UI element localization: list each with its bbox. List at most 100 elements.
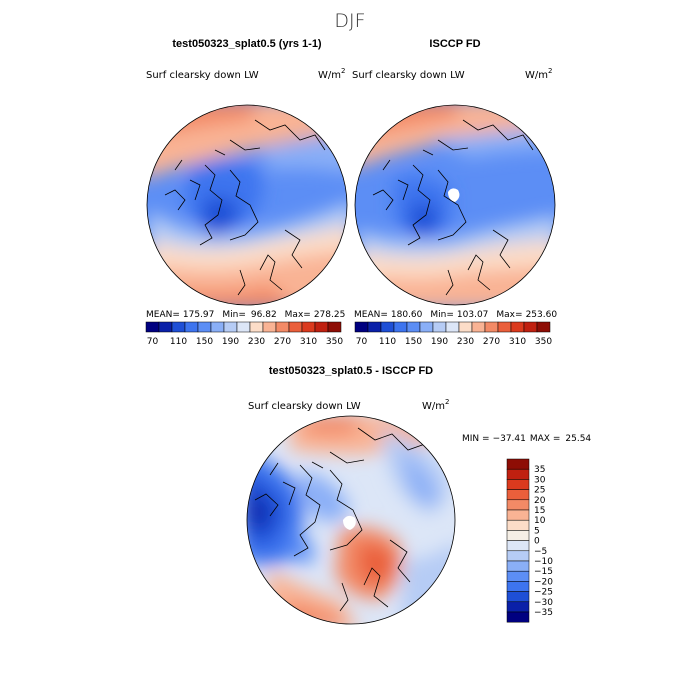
panel-obs-colorbar: 70 110 150 190 230 270 310 350: [354, 321, 552, 347]
panel-difference-colorbar-tick-label: 30: [534, 475, 546, 485]
panel-difference-units: W/m2: [422, 398, 449, 412]
panel-difference-stats: MIN = −37.41 MAX = 25.54: [462, 434, 591, 444]
panel-obs-colorbar-box: [458, 321, 473, 333]
panel-model-colorbar-box: [171, 321, 186, 333]
panel-difference-colorbar-box: [506, 509, 530, 521]
panel-obs-colorbar-box: [536, 321, 551, 333]
panel-difference-colorbar-box: [506, 519, 530, 531]
panel-model-colorbar-box: [197, 321, 212, 333]
panel-model-colorbar-box: [275, 321, 290, 333]
panel-difference-colorbar-tick-label: −10: [534, 557, 553, 567]
panel-difference-map: [247, 416, 455, 624]
panel-difference-colorbar-tick-label: 0: [534, 537, 540, 547]
panel-model-colorbar-box: [210, 321, 225, 333]
panel-obs-coastlines: [372, 119, 534, 296]
panel-model-colorbar-tick-label: 270: [274, 337, 291, 347]
panel-obs-colorbar-box: [380, 321, 395, 333]
panel-difference-colorbar-tick-label: −5: [534, 547, 547, 557]
panel-model-colorbar-box: [158, 321, 173, 333]
panel-difference-colorbar-tick-label: 5: [534, 526, 540, 536]
panel-difference-colorbar-box: [506, 560, 530, 572]
panel-obs-colorbar-box: [406, 321, 421, 333]
panel-obs-colorbar-tick-label: 270: [483, 337, 500, 347]
panel-difference-colorbar-box: [506, 530, 530, 541]
panel-model-colorbar-box: [249, 321, 264, 333]
panel-model-map: [147, 105, 347, 305]
panel-obs-variable-label: Surf clearsky down LW: [352, 70, 465, 81]
panel-obs-colorbar-tick-label: 110: [379, 337, 396, 347]
panel-model-colorbar-box: [145, 321, 160, 333]
panel-difference-colorbar-box: [506, 540, 530, 552]
panel-difference-colorbar-tick-label: −20: [534, 577, 553, 587]
panel-difference-colorbar-box: [506, 499, 530, 511]
panel-obs-title: ISCCP FD: [429, 38, 480, 50]
panel-obs-colorbar-box: [510, 321, 525, 333]
panel-difference-colorbar-tick-label: −30: [534, 598, 553, 608]
panel-model-colorbar-tick-label: 190: [222, 337, 239, 347]
panel-model-colorbar-box: [314, 321, 329, 333]
panel-model-colorbar-box: [288, 321, 303, 333]
panel-model-units: W/m2: [318, 67, 345, 81]
panel-difference-colorbar-box: [506, 550, 530, 562]
panel-difference-colorbar-tick-label: 35: [534, 465, 545, 475]
panel-obs-colorbar-box: [484, 321, 499, 333]
panel-obs-colorbar-box: [471, 321, 486, 333]
panel-difference-variable-label: Surf clearsky down LW: [248, 401, 361, 412]
panel-model-colorbar-box: [301, 321, 316, 333]
panel-difference-coastlines: [254, 427, 437, 612]
panel-difference-colorbar-box: [506, 570, 530, 582]
panel-model-colorbar-tick-label: 110: [170, 337, 187, 347]
panel-difference-colorbar-tick-label: 10: [534, 516, 546, 526]
panel-difference-colorbar-tick-label: −15: [534, 567, 553, 577]
panel-model-title: test050323_splat0.5 (yrs 1-1): [172, 38, 322, 50]
panel-model-colorbar-tick-label: 350: [326, 337, 343, 347]
panel-model-colorbar: 70 110 150 190 230 270 310 350: [145, 321, 343, 347]
panel-difference-colorbar-box: [506, 479, 530, 490]
panel-model-coastlines: [164, 119, 326, 296]
panel-model-colorbar-tick-label: 70: [147, 337, 159, 347]
panel-model-colorbar-tick-label: 310: [300, 337, 317, 347]
panel-obs-map-border: [354, 104, 556, 306]
panel-obs-colorbar-box: [523, 321, 538, 333]
panel-model-colorbar-tick-label: 150: [196, 337, 213, 347]
panel-model-colorbar-box: [327, 321, 342, 333]
panel-difference-colorbar-box: [506, 611, 530, 623]
panel-difference: test050323_splat0.5 - ISCCP FD Surf clea…: [246, 365, 591, 625]
panel-difference-colorbar-box: [506, 489, 530, 501]
panel-difference-colorbar-box: [506, 591, 530, 603]
panel-difference-colorbar-tick-label: 15: [534, 506, 545, 516]
panel-model-stats: MEAN= 175.97 Min= 96.82 Max= 278.25: [146, 310, 345, 320]
panel-obs-colorbar-box: [354, 321, 369, 333]
panel-obs-colorbar-tick-label: 230: [457, 337, 474, 347]
panel-model: test050323_splat0.5 (yrs 1-1) Surf clear…: [145, 38, 348, 347]
panel-difference-colorbar-box: [506, 581, 530, 592]
panel-obs-colorbar-box: [497, 321, 512, 333]
panel-obs-colorbar-box: [445, 321, 460, 333]
panel-obs-map: [355, 105, 555, 305]
panel-obs-colorbar-box: [432, 321, 447, 333]
panel-model-colorbar-box: [184, 321, 199, 333]
panel-obs-colorbar-box: [419, 321, 434, 333]
panel-difference-map-border: [246, 415, 456, 625]
season-title: DJF: [334, 10, 365, 32]
panel-difference-colorbar-box: [506, 458, 530, 470]
panel-obs-colorbar-box: [393, 321, 408, 333]
panel-difference-colorbar-tick-label: 20: [534, 496, 546, 506]
panel-model-colorbar-box: [262, 321, 277, 333]
panel-model-colorbar-box: [223, 321, 238, 333]
panel-obs-colorbar-box: [367, 321, 382, 333]
panel-model-colorbar-tick-label: 230: [248, 337, 265, 347]
panel-difference-title: test050323_splat0.5 - ISCCP FD: [269, 365, 433, 377]
panel-obs-missing-data-spot: [448, 188, 460, 202]
panel-model-map-border: [146, 104, 348, 306]
panel-obs-colorbar-tick-label: 190: [431, 337, 448, 347]
panel-model-variable-label: Surf clearsky down LW: [146, 70, 259, 81]
panel-obs-colorbar-tick-label: 150: [405, 337, 422, 347]
panel-obs-stats: MEAN= 180.60 Min= 103.07 Max= 253.60: [354, 310, 557, 320]
panel-obs-colorbar-tick-label: 350: [535, 337, 552, 347]
panel-difference-colorbar-tick-label: −25: [534, 588, 553, 598]
panel-model-colorbar-box: [236, 321, 251, 333]
